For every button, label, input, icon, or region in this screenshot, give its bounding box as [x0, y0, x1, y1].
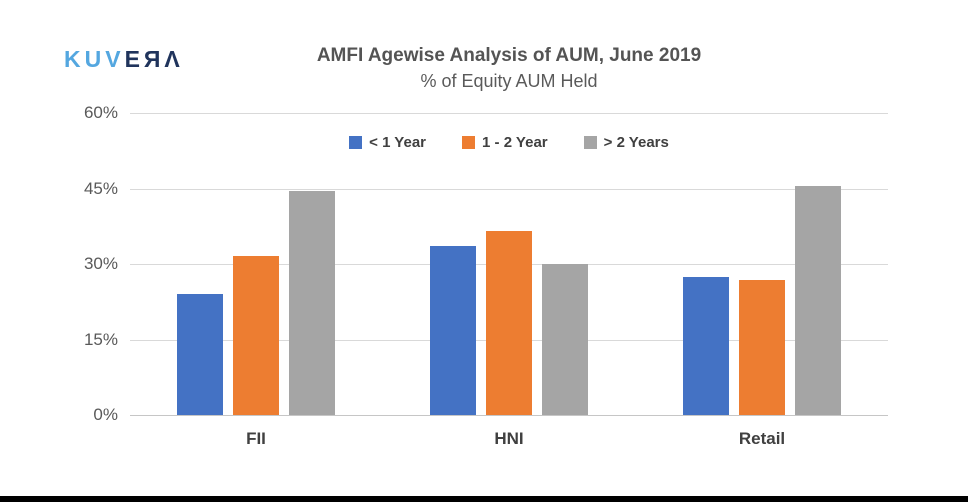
gridline	[130, 415, 888, 416]
y-axis: 60% 45% 30% 15% 0%	[50, 103, 118, 424]
legend-swatch-icon	[349, 136, 363, 149]
bar-hni-series-1	[486, 231, 532, 415]
y-tick-label: 15%	[83, 329, 118, 349]
x-axis-labels: FII HNI Retail	[130, 429, 888, 453]
y-tick-label: 30%	[83, 254, 118, 273]
y-tick-label: 45%	[83, 178, 118, 198]
bar-retail-series-1	[739, 280, 785, 415]
bottom-border	[0, 496, 968, 502]
chart-title: AMFI Agewise Analysis of AUM, June 2019	[316, 45, 702, 66]
legend-swatch-icon	[583, 136, 597, 149]
x-axis-label-fii: FII	[246, 429, 266, 448]
legend-item: > 2 Years	[583, 134, 669, 151]
kuvera-logo-dark-text: EЯΛ	[124, 46, 184, 72]
bar-fii-series-0	[177, 294, 223, 415]
chart-subtitle: % of Equity AUM Held	[420, 71, 598, 91]
kuvera-logo: KUVEЯΛ	[64, 46, 184, 72]
bar-hni-series-0	[430, 246, 476, 415]
legend-item: < 1 Year	[349, 134, 426, 151]
legend-label: > 2 Years	[603, 134, 669, 151]
x-axis-label-retail: Retail	[738, 429, 786, 448]
y-tick-label: 60%	[83, 103, 118, 122]
y-tick-label: 0%	[93, 405, 118, 424]
plot-area	[130, 113, 888, 416]
x-axis-label-hni: HNI	[494, 429, 524, 448]
bar-fii-series-2	[289, 191, 335, 415]
legend-label: < 1 Year	[369, 134, 427, 151]
kuvera-logo-light-text: KUV	[64, 46, 125, 72]
gridline	[130, 113, 888, 114]
bar-fii-series-1	[233, 256, 279, 415]
bar-retail-series-2	[795, 185, 841, 415]
bar-retail-series-0	[683, 276, 729, 415]
legend-label: 1 - 2 Year	[482, 134, 548, 151]
legend-item: 1 - 2 Year	[462, 134, 548, 151]
bar-hni-series-2	[542, 264, 588, 415]
legend: < 1 Year 1 - 2 Year > 2 Years	[130, 134, 888, 151]
legend-swatch-icon	[462, 136, 476, 149]
gridline	[130, 188, 888, 190]
